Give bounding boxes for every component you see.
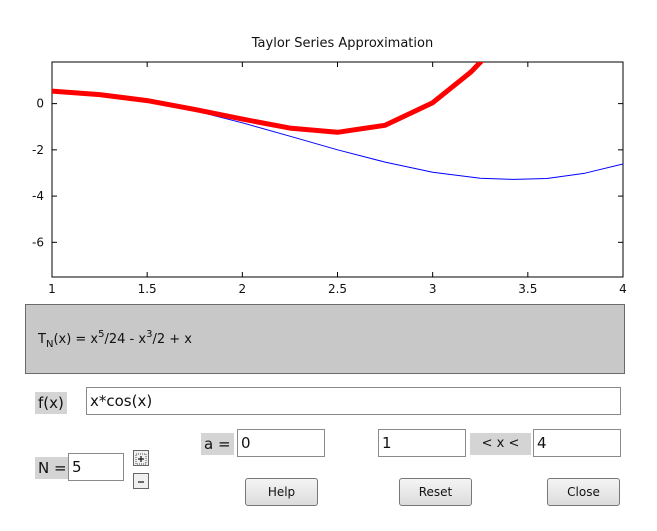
n-label: N = <box>35 457 70 479</box>
x-max-input[interactable]: 4 <box>533 429 621 457</box>
x-tick-label: 4 <box>619 282 627 296</box>
x-tick-label: 1 <box>48 282 56 296</box>
formula-suffix: /2 + x <box>152 332 192 347</box>
y-tick-label: -2 <box>32 143 44 157</box>
x-tick-label: 1.5 <box>138 282 157 296</box>
x-min-input[interactable]: 1 <box>378 429 466 457</box>
formula-eq: (x) = x <box>53 332 99 347</box>
x-range-label: < x < <box>470 433 531 455</box>
x-tick-label: 2 <box>239 282 247 296</box>
formula-subscript: N <box>45 339 54 350</box>
a-input[interactable]: 0 <box>237 429 325 457</box>
y-tick-label: -6 <box>32 235 44 249</box>
taylor-approx-line <box>52 62 485 135</box>
plot-area[interactable]: 1 1.5 2 2.5 3 3.5 4 0 -2 -4 -6 <box>0 0 657 300</box>
formula-exp2: 3 <box>146 329 153 340</box>
formula-exp1: 5 <box>98 329 105 340</box>
fx-input[interactable]: x*cos(x) <box>86 387 621 415</box>
plot-title: Taylor Series Approximation <box>251 36 434 51</box>
reset-button[interactable]: Reset <box>399 478 472 506</box>
axes-box <box>51 61 624 278</box>
taylor-formula: TN(x) = x5/24 - x3/2 + x <box>38 329 192 350</box>
close-button[interactable]: Close <box>547 478 620 506</box>
y-tick-label: 0 <box>36 97 44 111</box>
x-tick-label: 3 <box>429 282 437 296</box>
x-tick-label: 3.5 <box>518 282 537 296</box>
help-button[interactable]: Help <box>245 478 318 506</box>
fx-label: f(x) <box>35 392 67 414</box>
formula-prefix: T <box>38 332 46 347</box>
taylor-formula-panel: TN(x) = x5/24 - x3/2 + x <box>25 304 625 374</box>
decrement-button[interactable] <box>133 473 149 489</box>
y-tick-label: -4 <box>32 189 44 203</box>
increment-button[interactable] <box>133 450 149 466</box>
n-input[interactable]: 5 <box>68 453 124 481</box>
x-tick-label: 2.5 <box>328 282 347 296</box>
minus-icon <box>138 481 144 483</box>
a-label: a = <box>201 433 234 455</box>
formula-mid: /24 - x <box>104 332 147 347</box>
grid-plus-icon <box>135 453 147 465</box>
